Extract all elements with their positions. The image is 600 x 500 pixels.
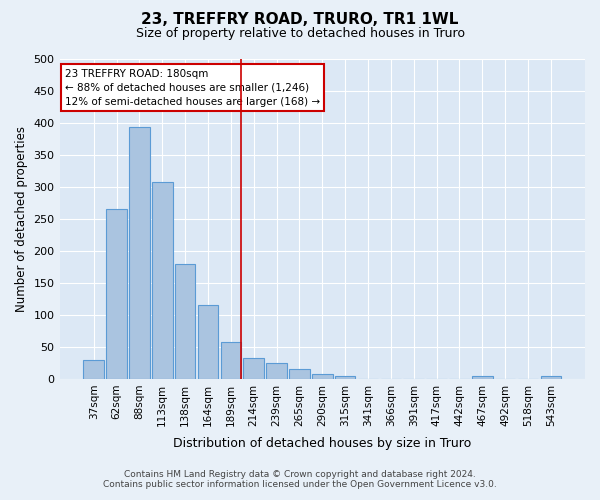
Bar — [106, 210, 127, 379]
Text: Size of property relative to detached houses in Truro: Size of property relative to detached ho… — [136, 28, 464, 40]
Bar — [289, 370, 310, 379]
Bar — [541, 376, 561, 379]
Bar — [266, 363, 287, 379]
Bar — [175, 264, 196, 379]
Bar — [244, 358, 264, 379]
Bar — [335, 376, 355, 379]
Bar — [312, 374, 332, 379]
Bar — [152, 182, 173, 379]
Bar — [83, 360, 104, 379]
Bar — [129, 128, 150, 379]
Text: Contains HM Land Registry data © Crown copyright and database right 2024.
Contai: Contains HM Land Registry data © Crown c… — [103, 470, 497, 489]
Text: 23 TREFFRY ROAD: 180sqm
← 88% of detached houses are smaller (1,246)
12% of semi: 23 TREFFRY ROAD: 180sqm ← 88% of detache… — [65, 68, 320, 106]
Y-axis label: Number of detached properties: Number of detached properties — [15, 126, 28, 312]
Bar — [221, 342, 241, 379]
Text: 23, TREFFRY ROAD, TRURO, TR1 1WL: 23, TREFFRY ROAD, TRURO, TR1 1WL — [142, 12, 458, 28]
X-axis label: Distribution of detached houses by size in Truro: Distribution of detached houses by size … — [173, 437, 472, 450]
Bar — [472, 376, 493, 379]
Bar — [198, 306, 218, 379]
